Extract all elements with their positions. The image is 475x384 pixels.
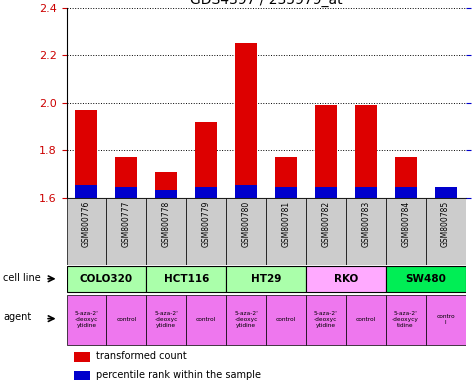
Text: GSM800782: GSM800782 xyxy=(322,201,330,247)
Bar xyxy=(275,187,297,198)
Bar xyxy=(266,198,306,265)
Bar xyxy=(315,105,337,198)
Bar xyxy=(386,198,426,265)
Bar xyxy=(106,198,146,265)
Text: GSM800780: GSM800780 xyxy=(242,201,250,247)
Text: GSM800784: GSM800784 xyxy=(401,201,410,247)
Bar xyxy=(306,295,346,344)
Bar xyxy=(106,295,146,344)
Bar xyxy=(226,266,306,292)
Bar xyxy=(146,295,186,344)
Text: cell line: cell line xyxy=(3,273,41,283)
Bar xyxy=(226,295,266,344)
Bar xyxy=(66,266,146,292)
Bar xyxy=(66,198,106,265)
Text: GSM800779: GSM800779 xyxy=(202,201,210,248)
Bar xyxy=(315,187,337,198)
Bar xyxy=(386,295,426,344)
Bar xyxy=(155,190,177,198)
Bar xyxy=(346,295,386,344)
Bar xyxy=(306,266,386,292)
Bar xyxy=(226,198,266,265)
Bar xyxy=(76,110,97,198)
Text: 5-aza-2'
-deoxyc
ytidine: 5-aza-2' -deoxyc ytidine xyxy=(314,311,338,328)
Text: contro
l: contro l xyxy=(436,314,455,325)
Text: GSM800778: GSM800778 xyxy=(162,201,171,247)
Text: GSM800776: GSM800776 xyxy=(82,201,91,248)
Bar xyxy=(435,187,456,198)
Bar xyxy=(146,198,186,265)
Text: agent: agent xyxy=(3,312,31,322)
Text: GSM800783: GSM800783 xyxy=(361,201,370,247)
Title: GDS4397 / 235979_at: GDS4397 / 235979_at xyxy=(190,0,342,7)
Text: 5-aza-2'
-deoxycy
tidine: 5-aza-2' -deoxycy tidine xyxy=(392,311,419,328)
Text: RKO: RKO xyxy=(333,274,358,284)
Bar xyxy=(115,187,137,198)
Text: GSM800781: GSM800781 xyxy=(282,201,290,247)
Bar xyxy=(346,198,386,265)
Bar xyxy=(395,157,417,198)
Bar xyxy=(75,352,90,362)
Bar xyxy=(426,295,466,344)
Bar xyxy=(155,172,177,198)
Text: control: control xyxy=(116,317,136,322)
Bar xyxy=(76,185,97,198)
Bar xyxy=(195,122,217,198)
Text: HCT116: HCT116 xyxy=(163,274,209,284)
Text: HT29: HT29 xyxy=(251,274,281,284)
Text: control: control xyxy=(196,317,216,322)
Bar xyxy=(355,105,377,198)
Bar xyxy=(355,187,377,198)
Text: 5-aza-2'
-deoxyc
ytidine: 5-aza-2' -deoxyc ytidine xyxy=(234,311,258,328)
Text: transformed count: transformed count xyxy=(96,351,187,361)
Text: control: control xyxy=(356,317,376,322)
Bar xyxy=(395,187,417,198)
Bar xyxy=(306,198,346,265)
Bar xyxy=(195,187,217,198)
Text: 5-aza-2'
-deoxyc
ytidine: 5-aza-2' -deoxyc ytidine xyxy=(75,311,98,328)
Bar xyxy=(146,266,226,292)
Text: 5-aza-2'
-deoxyc
ytidine: 5-aza-2' -deoxyc ytidine xyxy=(154,311,178,328)
Text: control: control xyxy=(276,317,296,322)
Bar xyxy=(266,295,306,344)
Text: GSM800777: GSM800777 xyxy=(122,201,131,248)
Bar xyxy=(426,198,466,265)
Bar xyxy=(186,295,226,344)
Text: COLO320: COLO320 xyxy=(80,274,133,284)
Bar xyxy=(75,371,90,380)
Text: GSM800785: GSM800785 xyxy=(441,201,450,247)
Bar xyxy=(386,266,466,292)
Bar xyxy=(275,157,297,198)
Bar xyxy=(66,295,106,344)
Bar xyxy=(235,185,257,198)
Text: percentile rank within the sample: percentile rank within the sample xyxy=(96,370,261,380)
Bar xyxy=(235,43,257,198)
Text: SW480: SW480 xyxy=(405,274,446,284)
Bar xyxy=(115,157,137,198)
Bar xyxy=(186,198,226,265)
